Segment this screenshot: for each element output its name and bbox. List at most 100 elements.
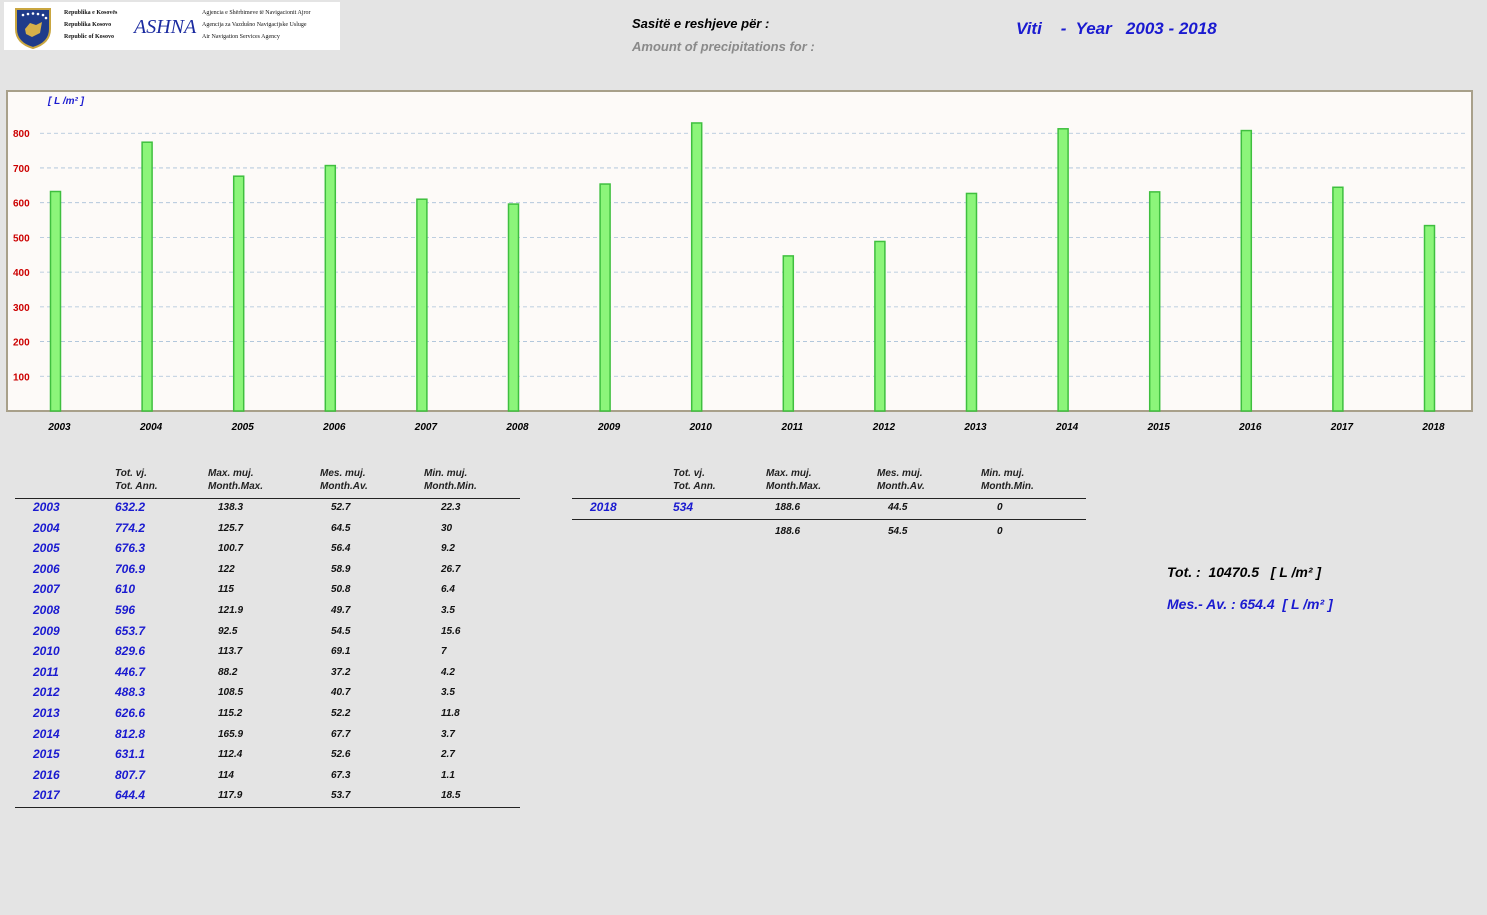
avg-cell: 67.3	[331, 769, 351, 781]
x-tick-label: 2017	[1330, 422, 1354, 433]
total-cell: 774.2	[115, 520, 146, 535]
page-title-english: Amount of precipitations for :	[632, 39, 815, 54]
logo-republic-line: Republic of Kosovo	[64, 34, 115, 40]
max-cell: 88.2	[218, 666, 238, 678]
year-cell: 2018	[590, 500, 617, 514]
avg-cell: 67.7	[331, 728, 351, 740]
avg-cell: 52.6	[331, 749, 351, 761]
max-cell: 121.9	[218, 605, 244, 616]
bar-2017	[1332, 186, 1344, 412]
total-cell: 488.3	[115, 685, 146, 700]
bar-2007	[416, 198, 428, 412]
avg-cell: 54.5	[331, 625, 351, 637]
total-cell: 610	[115, 582, 136, 597]
total-cell: 829.6	[115, 644, 146, 659]
footer-min-cell: 0	[997, 526, 1003, 537]
year-cell: 2004	[33, 520, 60, 535]
y-tick-label: 700	[13, 164, 30, 175]
max-cell: 165.9	[218, 728, 244, 740]
avg-cell: 52.7	[331, 502, 351, 513]
year-cell: 2011	[33, 664, 59, 679]
bar-2006	[324, 164, 337, 412]
year-range-label: Viti - Year 2003 - 2018	[1016, 19, 1217, 38]
bar-2009	[599, 183, 611, 412]
bar-2018	[1423, 224, 1436, 412]
avg-cell: 50.8	[331, 584, 351, 596]
min-cell: 9.2	[441, 543, 455, 555]
x-tick-label: 2015	[1147, 422, 1171, 433]
bar-2015	[1148, 191, 1161, 412]
avg-cell: 37.2	[331, 666, 351, 678]
year-cell: 2013	[33, 706, 60, 720]
total-cell: 807.7	[115, 767, 146, 782]
year-cell: 2012	[33, 685, 60, 700]
x-tick-label: 2016	[1238, 422, 1262, 433]
header-month-avg: Mes. muj. Month.Av.	[877, 468, 925, 492]
total-cell: 632.2	[115, 500, 146, 514]
min-cell: 18.5	[441, 790, 461, 802]
header-month-max: Max. muj. Month.Max.	[766, 468, 821, 492]
table-top-rule	[15, 498, 520, 499]
logo-republic-line: Republika Kosovo	[64, 22, 112, 28]
year-cell: 2009	[33, 623, 60, 638]
min-cell: 26.7	[441, 563, 461, 575]
year-cell: 2007	[33, 582, 60, 597]
table-top-rule	[572, 498, 1086, 499]
logo-name: ASHNA	[134, 16, 197, 38]
precipitation-bar-chart: [ L /m² ] 100 200 300 400 500 600 700 800 2003 2…	[6, 90, 1473, 433]
y-tick-label: 200	[13, 338, 30, 349]
bar-2003	[49, 190, 62, 412]
logo-agency-line: Air Navigation Services Agency	[202, 34, 280, 40]
avg-cell: 52.2	[331, 708, 351, 719]
year-cell: 2005	[33, 541, 60, 556]
total-cell: 644.4	[115, 788, 146, 803]
x-tick-label: 2012	[872, 422, 896, 433]
year-cell: 2014	[33, 726, 60, 741]
logo-agency-line: Agjencia e Shërbimeve të Navigacionit Aj…	[202, 10, 311, 16]
avg-cell: 64.5	[331, 522, 351, 534]
min-cell: 6.4	[441, 584, 455, 596]
avg-cell: 40.7	[331, 687, 351, 699]
x-tick-label: 2004	[139, 422, 163, 433]
min-cell: 3.5	[441, 605, 455, 616]
x-tick-label: 2007	[414, 422, 438, 433]
kosovo-emblem-icon	[15, 8, 51, 49]
x-tick-label: 2014	[1055, 422, 1079, 433]
max-cell: 122	[218, 563, 235, 575]
bar-2014	[1057, 128, 1069, 412]
total-cell: 534	[673, 500, 694, 514]
header-month-min: Min. muj. Month.Min.	[981, 468, 1034, 492]
year-cell: 2003	[33, 500, 60, 514]
min-cell: 3.7	[441, 728, 455, 740]
bar-2004	[141, 141, 153, 412]
x-tick-label: 2003	[47, 422, 71, 433]
logo-agency-line: Agencija za Vazdušno Navigacijske Usluge	[202, 22, 307, 28]
x-tick-label: 2010	[689, 422, 713, 433]
header-month-min: Min. muj. Month.Min.	[424, 468, 477, 492]
y-tick-label: 300	[13, 303, 30, 314]
plot-area	[6, 90, 1473, 412]
bar-2016	[1240, 129, 1253, 412]
max-cell: 100.7	[218, 543, 244, 555]
header-total-annual: Tot. vj. Tot. Ann.	[115, 468, 158, 492]
bar-2005	[232, 175, 245, 412]
max-cell: 138.3	[218, 502, 244, 513]
year-cell: 2017	[33, 788, 60, 803]
header-total-annual: Tot. vj. Tot. Ann.	[673, 468, 716, 492]
logo-republic-line: Republika e Kosovës	[64, 10, 118, 16]
x-tick-label: 2018	[1421, 422, 1445, 433]
max-cell: 188.6	[775, 502, 801, 513]
avg-cell: 53.7	[331, 790, 351, 802]
avg-cell: 58.9	[331, 563, 351, 575]
avg-cell: 56.4	[331, 543, 351, 555]
min-cell: 30	[441, 522, 453, 534]
total-cell: 596	[115, 603, 136, 617]
total-cell: 446.7	[115, 664, 146, 679]
summary-mean: Mes.- Av. : 654.4 [ L /m² ]	[1167, 596, 1333, 612]
min-cell: 4.2	[441, 666, 455, 678]
x-tick-label: 2005	[231, 422, 255, 433]
min-cell: 3.5	[441, 687, 455, 699]
avg-cell: 49.7	[331, 605, 351, 616]
min-cell: 15.6	[441, 625, 461, 637]
page-title-albanian: Sasitë e reshjeve për :	[632, 16, 770, 31]
